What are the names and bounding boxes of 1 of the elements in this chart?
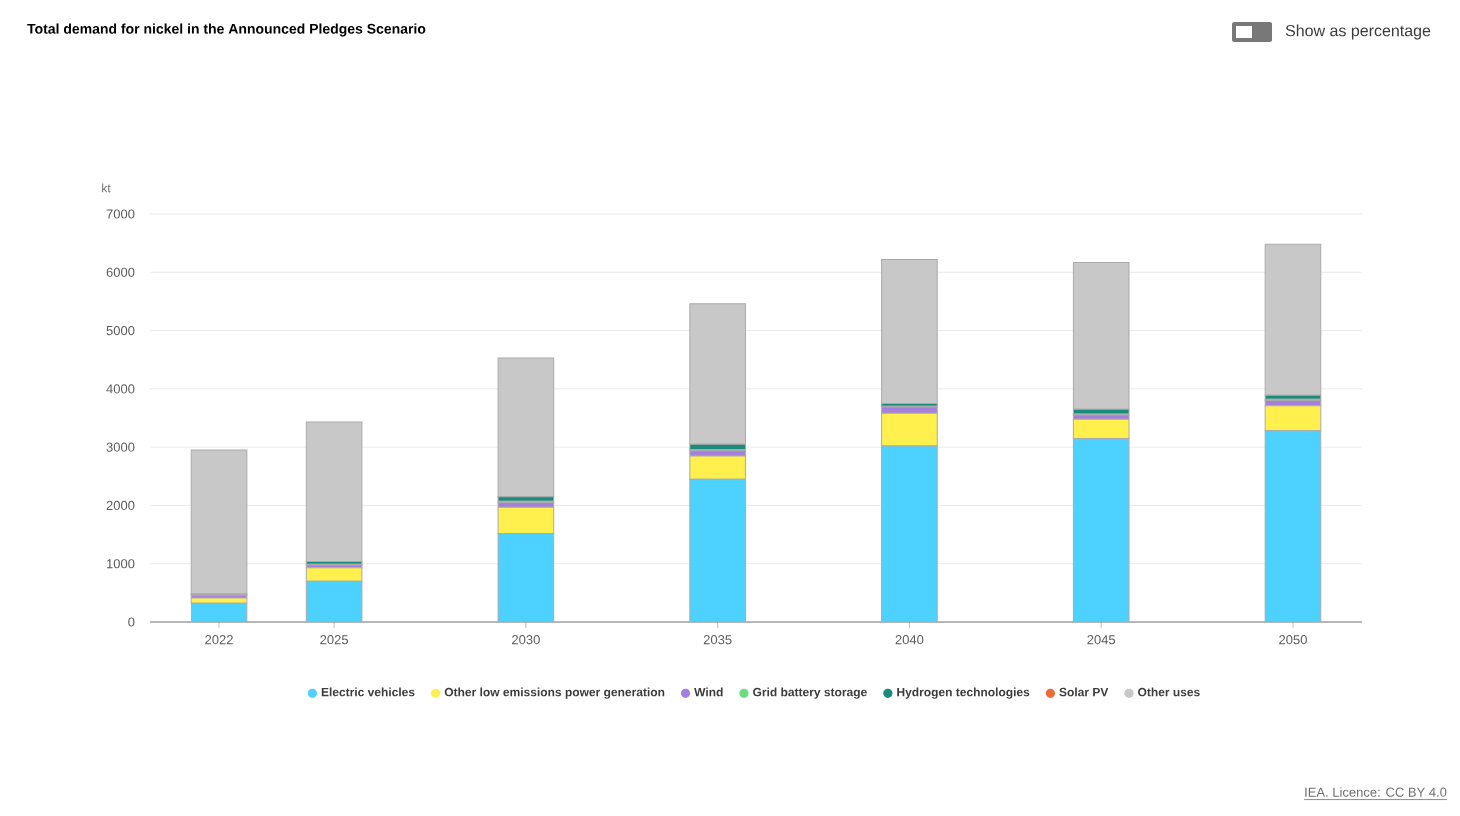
text: Show as percentage <box>1285 24 1431 40</box>
